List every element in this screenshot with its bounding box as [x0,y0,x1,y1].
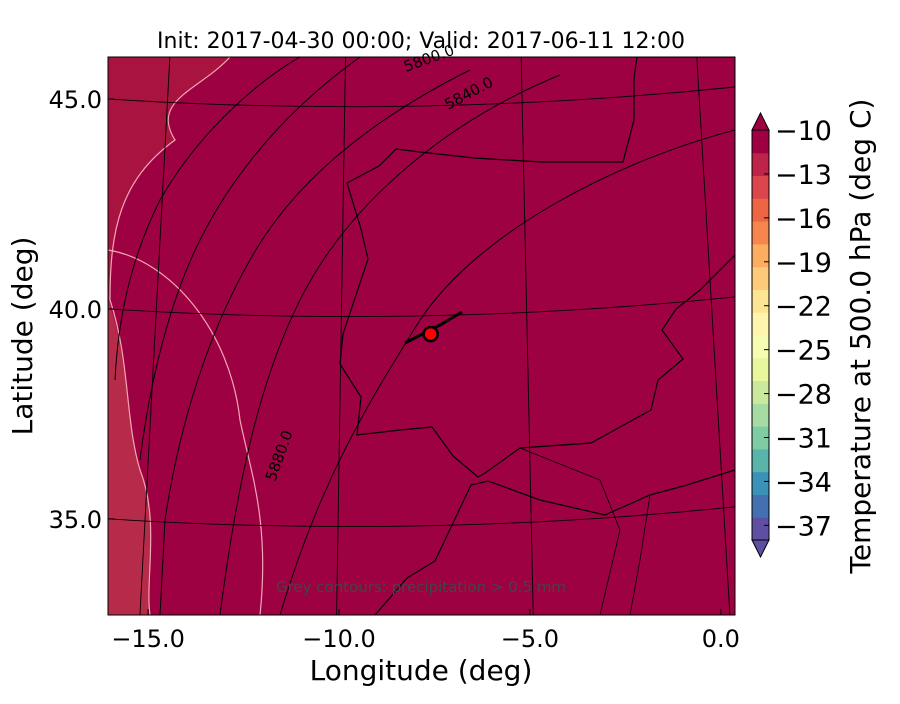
colorbar-swatch [752,335,769,359]
coastline-africa [374,469,735,615]
colorbar-label: Temperature at 500.0 hPa (deg C) [844,99,877,575]
colorbar-swatch [752,357,769,382]
colorbar-tick-label: −19 [775,248,832,279]
grid-line [139,57,171,615]
colorbar-swatch [752,198,769,222]
x-axis-label: Longitude (deg) [310,654,533,687]
x-tick-label: 0.0 [702,625,740,653]
colorbar-tick-label: −22 [775,292,832,323]
colorbar-swatch [752,266,769,290]
grid-line [108,296,735,318]
track [404,310,463,345]
colorbar-swatch [752,312,769,336]
colorbar-tick-label: −28 [775,380,832,411]
colorbar-tick-label: −34 [775,467,832,498]
colorbar-swatch [752,403,769,427]
colorbar-swatch [752,221,769,245]
colorbar-extend-top [751,111,770,131]
colorbar-extend-bottom [751,539,770,559]
y-axis-label: Latitude (deg) [6,237,39,436]
colorbar-tick-label: −10 [775,116,832,147]
colorbar-swatch [752,471,769,495]
warm-region [108,57,230,615]
colorbar-tick-label: −37 [775,511,832,542]
colorbar-frame [751,129,770,541]
colorbar-swatch [752,494,769,518]
colorbar-swatch [752,289,769,313]
colorbar-swatch [752,243,769,268]
x-tick-label: −5.0 [501,625,559,653]
border [519,447,651,615]
grid-line [696,57,731,615]
colorbar-swatch [752,130,769,154]
coastline-iberia [339,57,735,478]
colorbar-swatch [752,175,769,199]
y-tick-label: 40.0 [49,296,102,324]
colorbar-tick-label: −16 [775,204,832,235]
colorbar-tick-label: −25 [775,336,832,367]
y-tick-label: 35.0 [49,506,102,534]
colorbar-tick-label: −31 [775,424,832,455]
grid-line [108,86,735,108]
map-layer [108,57,735,615]
colorbar-swatch [752,380,769,404]
cooler-region [108,300,151,615]
height-contours [114,57,735,615]
grid-line [336,57,346,615]
grid-curves [108,57,735,615]
y-tick-label: 45.0 [49,86,102,114]
annotation: Grey contours: precipitation > 0.5 mm [276,578,566,596]
marker [422,325,439,343]
colorbar-swatch [752,448,769,473]
grid-line [108,506,735,527]
colorbar-swatch [752,426,769,450]
colorbar-swatch [752,152,769,177]
chart-title: Init: 2017-04-30 00:00; Valid: 2017-06-1… [157,29,685,54]
colorbar-swatch [752,517,769,541]
colorbar-tick-label: −13 [775,160,832,191]
x-tick-label: −10.0 [302,625,376,653]
x-tick-label: −15.0 [111,625,185,653]
white-contour [108,57,264,615]
plot-frame [107,56,736,616]
